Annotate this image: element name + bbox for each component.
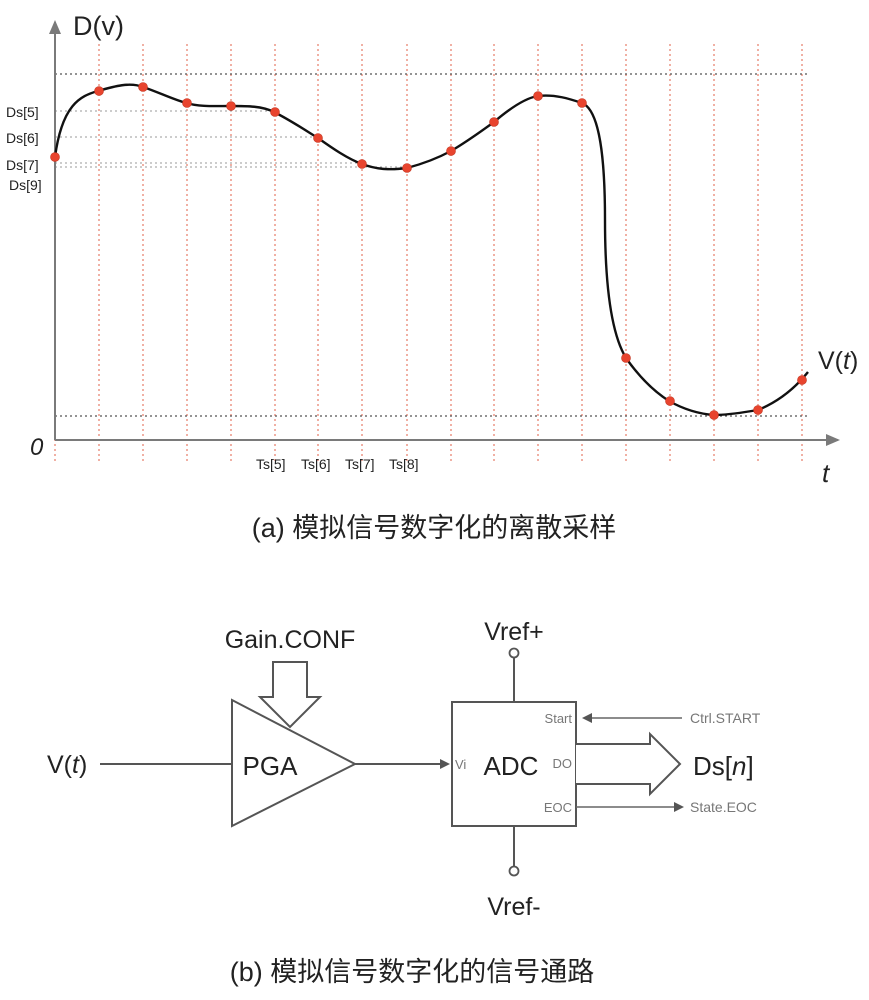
- sample-point: [50, 152, 60, 162]
- sample-point: [709, 410, 719, 420]
- x-tick-label: Ts[7]: [345, 456, 375, 472]
- sample-point: [577, 98, 587, 108]
- sample-point: [665, 396, 675, 406]
- sample-point: [270, 107, 280, 117]
- pin-start-label: Start: [545, 711, 573, 726]
- x-tick-label: Ts[8]: [389, 456, 419, 472]
- x-tick-label: Ts[6]: [301, 456, 331, 472]
- sample-point: [446, 146, 456, 156]
- curve-label: V(t): [818, 347, 858, 375]
- vref-plus-label: Vref+: [484, 618, 544, 646]
- vref-minus-pin: [508, 865, 520, 877]
- vref-plus-pin: [508, 647, 520, 659]
- sample-point: [94, 86, 104, 96]
- sample-point: [357, 159, 367, 169]
- data-output-arrow: [576, 731, 682, 797]
- caption-a: (a) 模拟信号数字化的离散采样: [252, 513, 617, 543]
- vref-minus-label: Vref-: [487, 893, 540, 921]
- x-tick-label: Ts[5]: [256, 456, 286, 472]
- y-tick-label: Ds[6]: [6, 130, 39, 146]
- sample-point: [313, 133, 323, 143]
- gain-conf-label: Gain.CONF: [225, 626, 356, 654]
- state-eoc-label: State.EOC: [690, 799, 757, 815]
- y-tick-label: Ds[5]: [6, 104, 39, 120]
- sample-points: [50, 82, 807, 420]
- sample-point: [402, 163, 412, 173]
- pga-label: PGA: [243, 751, 299, 781]
- y-tick-label: Ds[7]: [6, 157, 39, 173]
- sample-point: [226, 101, 236, 111]
- pin-do-label: DO: [553, 756, 573, 771]
- sample-point: [797, 375, 807, 385]
- sample-point: [489, 117, 499, 127]
- sample-point: [138, 82, 148, 92]
- sample-point: [753, 405, 763, 415]
- adc-label: ADC: [484, 751, 539, 781]
- adc-block: [451, 701, 577, 827]
- origin-label: 0: [30, 434, 44, 461]
- pin-vi-label: Vi: [455, 757, 466, 772]
- sample-point: [182, 98, 192, 108]
- pga-amplifier: [231, 698, 358, 828]
- pin-eoc-label: EOC: [544, 800, 572, 815]
- y-axis-label: D(v): [73, 11, 124, 41]
- sample-time-lines: [54, 44, 803, 462]
- gain-conf-arrow: [257, 661, 323, 729]
- output-label: Ds[n]: [693, 751, 754, 781]
- y-tick-label: Ds[9]: [9, 177, 42, 193]
- panel-b-signal-path: V(t) Gain.CONF PGA Vref+ Vref- ADC Vi St…: [47, 618, 761, 987]
- ctrl-start-label: Ctrl.START: [690, 710, 761, 726]
- sample-point: [621, 353, 631, 363]
- x-axis-label: t: [822, 458, 831, 488]
- input-label: V(t): [47, 751, 87, 779]
- signal-curve: [53, 83, 809, 417]
- panel-a-sampling-chart: D(v) 0 t V(t) Ds[5] Ds[6] Ds[7] Ds[9] Ts…: [6, 11, 858, 543]
- sample-point: [533, 91, 543, 101]
- caption-b: (b) 模拟信号数字化的信号通路: [230, 957, 595, 987]
